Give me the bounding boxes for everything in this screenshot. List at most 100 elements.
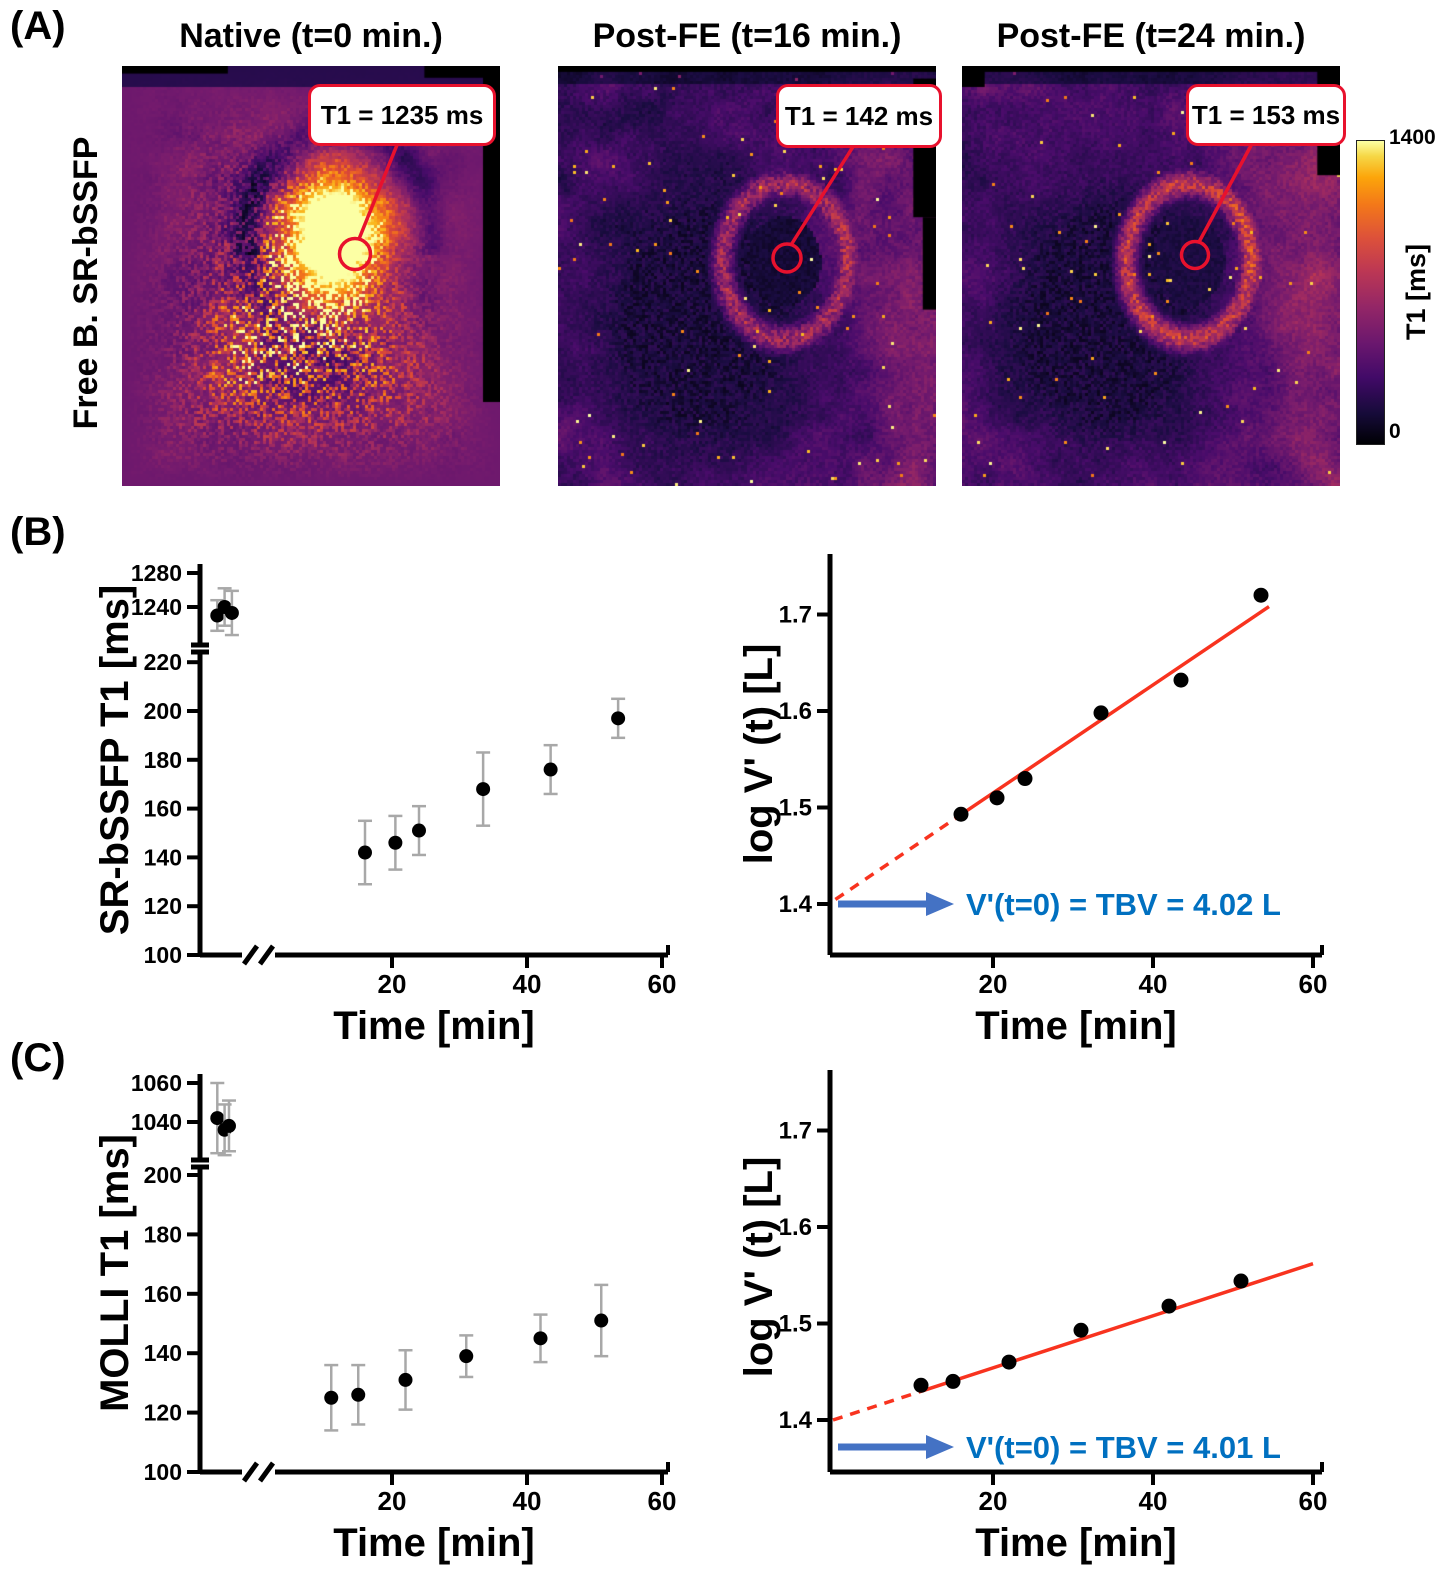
tick-label: 60: [1299, 969, 1328, 999]
y-axis-title: MOLLI T1 [ms]: [93, 1134, 137, 1412]
tbv-arrow-head: [926, 1435, 954, 1460]
tick-label: 180: [144, 1221, 182, 1247]
x-axis-break-mark: [241, 1461, 260, 1483]
data-point: [358, 845, 372, 860]
data-point: [1073, 1322, 1089, 1338]
data-point: [594, 1313, 609, 1328]
tick-label: 1.6: [779, 698, 812, 725]
mri-native-image: T1 = 1235 ms: [122, 66, 500, 486]
colorbar-title: T1 [ms]: [1401, 243, 1431, 341]
data-point: [388, 835, 403, 850]
data-point: [1253, 587, 1269, 603]
mri-native-title: Native (t=0 min.): [179, 17, 443, 55]
data-point: [1001, 1354, 1017, 1370]
tick-label: 1240: [131, 594, 182, 620]
mri-postfe16-block: Post-FE (t=16 min.) T1 = 142 ms: [558, 10, 942, 486]
tick-label: 1.7: [779, 602, 812, 629]
colorbar-max-tick: 1400: [1389, 126, 1436, 149]
panel-b-label: (B): [10, 510, 66, 554]
chart-b_right: 1.4 1.5 1.6 1.7 20 40 60 Time [min] log V' (t) […: [737, 554, 1327, 1048]
tick-label: 40: [513, 969, 542, 999]
tick-label: 20: [979, 1486, 1008, 1516]
x-axis-break-mark: [241, 944, 260, 966]
data-point: [324, 1390, 339, 1405]
t1-value-callout: T1 = 153 ms: [1186, 84, 1346, 146]
tick-label: 20: [378, 1486, 407, 1516]
fit-line-dashed: [834, 815, 958, 901]
data-point: [1093, 705, 1109, 721]
tick-label: 100: [144, 1459, 182, 1485]
data-point: [210, 1111, 225, 1126]
fit-line: [920, 1262, 1314, 1394]
tick-label: 1.4: [779, 1407, 813, 1434]
y-axis-title: log V' (t) [L]: [737, 644, 781, 865]
panel-a-label: (A): [10, 4, 66, 48]
data-point: [476, 782, 491, 797]
x-axis-title: Time [min]: [333, 1004, 535, 1048]
data-point: [224, 605, 239, 620]
data-point: [217, 600, 232, 614]
data-point: [913, 1377, 929, 1393]
mri-postfe16-title: Post-FE (t=16 min.): [592, 17, 902, 55]
tick-label: 60: [648, 1486, 677, 1516]
data-point: [459, 1349, 474, 1364]
data-point: [989, 790, 1005, 806]
tick-label: 1.5: [779, 795, 812, 822]
tbv-annotation: V'(t=0) = TBV = 4.02 L: [966, 887, 1281, 922]
colorbar-min-tick: 0: [1389, 420, 1401, 443]
tick-label: 1060: [131, 1070, 182, 1096]
mri-postfe24-block: Post-FE (t=24 min.) T1 = 153 ms: [962, 10, 1346, 486]
tick-label: 120: [144, 1400, 182, 1426]
y-axis-title: SR-bSSFP T1 [ms]: [93, 585, 137, 935]
tick-label: 160: [144, 796, 182, 822]
t1-colorbar: [1356, 140, 1385, 445]
data-point: [221, 1118, 236, 1133]
tick-label: 1.7: [779, 1118, 812, 1145]
tick-label: 160: [144, 1281, 182, 1307]
data-point: [945, 1373, 961, 1389]
data-point: [210, 608, 225, 623]
t1-value-callout: T1 = 1235 ms: [308, 84, 496, 146]
y-axis-title: log V' (t) [L]: [737, 1157, 781, 1378]
data-point: [217, 1122, 232, 1137]
tick-label: 1.5: [779, 1311, 812, 1338]
tick-label: 60: [648, 969, 677, 999]
fit-line-dashed: [832, 1389, 922, 1422]
mri-postfe24-title: Post-FE (t=24 min.): [996, 17, 1306, 55]
panel-c-label: (C): [10, 1036, 66, 1080]
tick-label: 1040: [131, 1109, 182, 1135]
tick-label: 200: [144, 698, 182, 724]
tick-label: 40: [1139, 969, 1168, 999]
data-point: [543, 762, 558, 777]
data-point: [611, 711, 626, 726]
data-point: [398, 1372, 413, 1387]
tick-label: 1280: [131, 560, 182, 586]
fit-line: [956, 605, 1270, 819]
tick-label: 220: [144, 649, 182, 675]
data-point: [953, 806, 969, 822]
data-point: [1161, 1298, 1177, 1314]
data-point: [1173, 672, 1189, 688]
tick-label: 140: [144, 1340, 182, 1366]
tick-label: 180: [144, 747, 182, 773]
x-axis-title: Time [min]: [333, 1521, 535, 1565]
tbv-arrow-head: [926, 892, 954, 916]
tick-label: 140: [144, 844, 182, 870]
chart-c_left: 1060 1040 200 180 160 140 120 100 20 40 60 Time [mi…: [93, 1070, 676, 1565]
x-axis-break-mark: [257, 1461, 276, 1483]
tick-label: 200: [144, 1162, 182, 1188]
panel-a-row-label: Free B. SR-bSSFP: [67, 136, 105, 430]
data-point: [1017, 771, 1033, 787]
tick-label: 20: [979, 969, 1008, 999]
tbv-annotation: V'(t=0) = TBV = 4.01 L: [966, 1430, 1281, 1465]
tick-label: 100: [144, 942, 182, 968]
tick-label: 40: [513, 1486, 542, 1516]
tick-label: 120: [144, 893, 182, 919]
chart-b_left: 1280 1240 220 200 180 160 140 120 100 20 40 60 Time …: [93, 560, 676, 1048]
mri-postfe24-image: T1 = 153 ms: [962, 66, 1346, 486]
tick-label: 20: [378, 969, 407, 999]
mri-postfe16-image: T1 = 142 ms: [558, 66, 942, 486]
tick-label: 40: [1139, 1486, 1168, 1516]
tick-label: 60: [1299, 1486, 1328, 1516]
